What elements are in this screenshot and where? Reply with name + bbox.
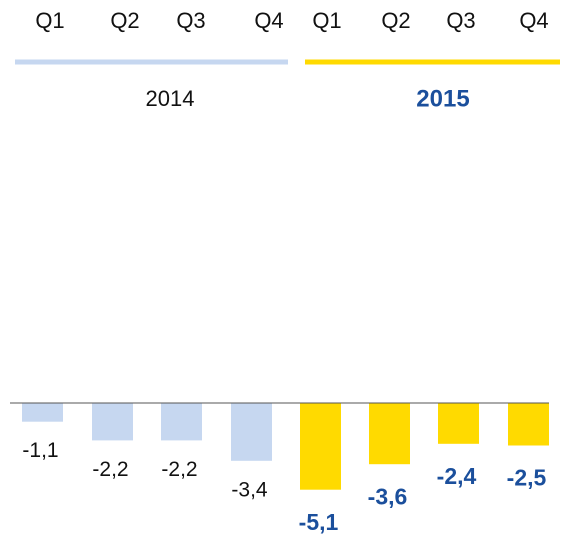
- quarter-label: Q1: [312, 8, 341, 33]
- bar: [92, 403, 133, 441]
- quarter-label: Q1: [35, 8, 64, 33]
- quarter-label: Q3: [176, 8, 205, 33]
- value-label: -3,6: [368, 483, 408, 509]
- quarter-label: Q4: [254, 8, 283, 33]
- value-label: -2,4: [437, 463, 477, 489]
- value-label: -1,1: [22, 439, 58, 462]
- value-label: -2,2: [92, 458, 128, 481]
- bar: [508, 403, 549, 446]
- quarter-label: Q4: [519, 8, 548, 33]
- bar: [438, 403, 479, 444]
- quarter-label: Q2: [110, 8, 139, 33]
- group-label: 2014: [146, 86, 195, 111]
- quarter-label: Q2: [381, 8, 410, 33]
- bar: [161, 403, 202, 441]
- bar: [22, 403, 63, 422]
- bar: [300, 403, 341, 490]
- bar: [369, 403, 410, 465]
- group-label: 2015: [416, 85, 469, 112]
- quarter-label: Q3: [446, 8, 475, 33]
- value-label: -2,5: [507, 465, 547, 491]
- value-label: -5,1: [299, 509, 339, 535]
- value-label: -3,4: [231, 478, 268, 501]
- value-label: -2,2: [161, 458, 197, 481]
- bar: [231, 403, 272, 461]
